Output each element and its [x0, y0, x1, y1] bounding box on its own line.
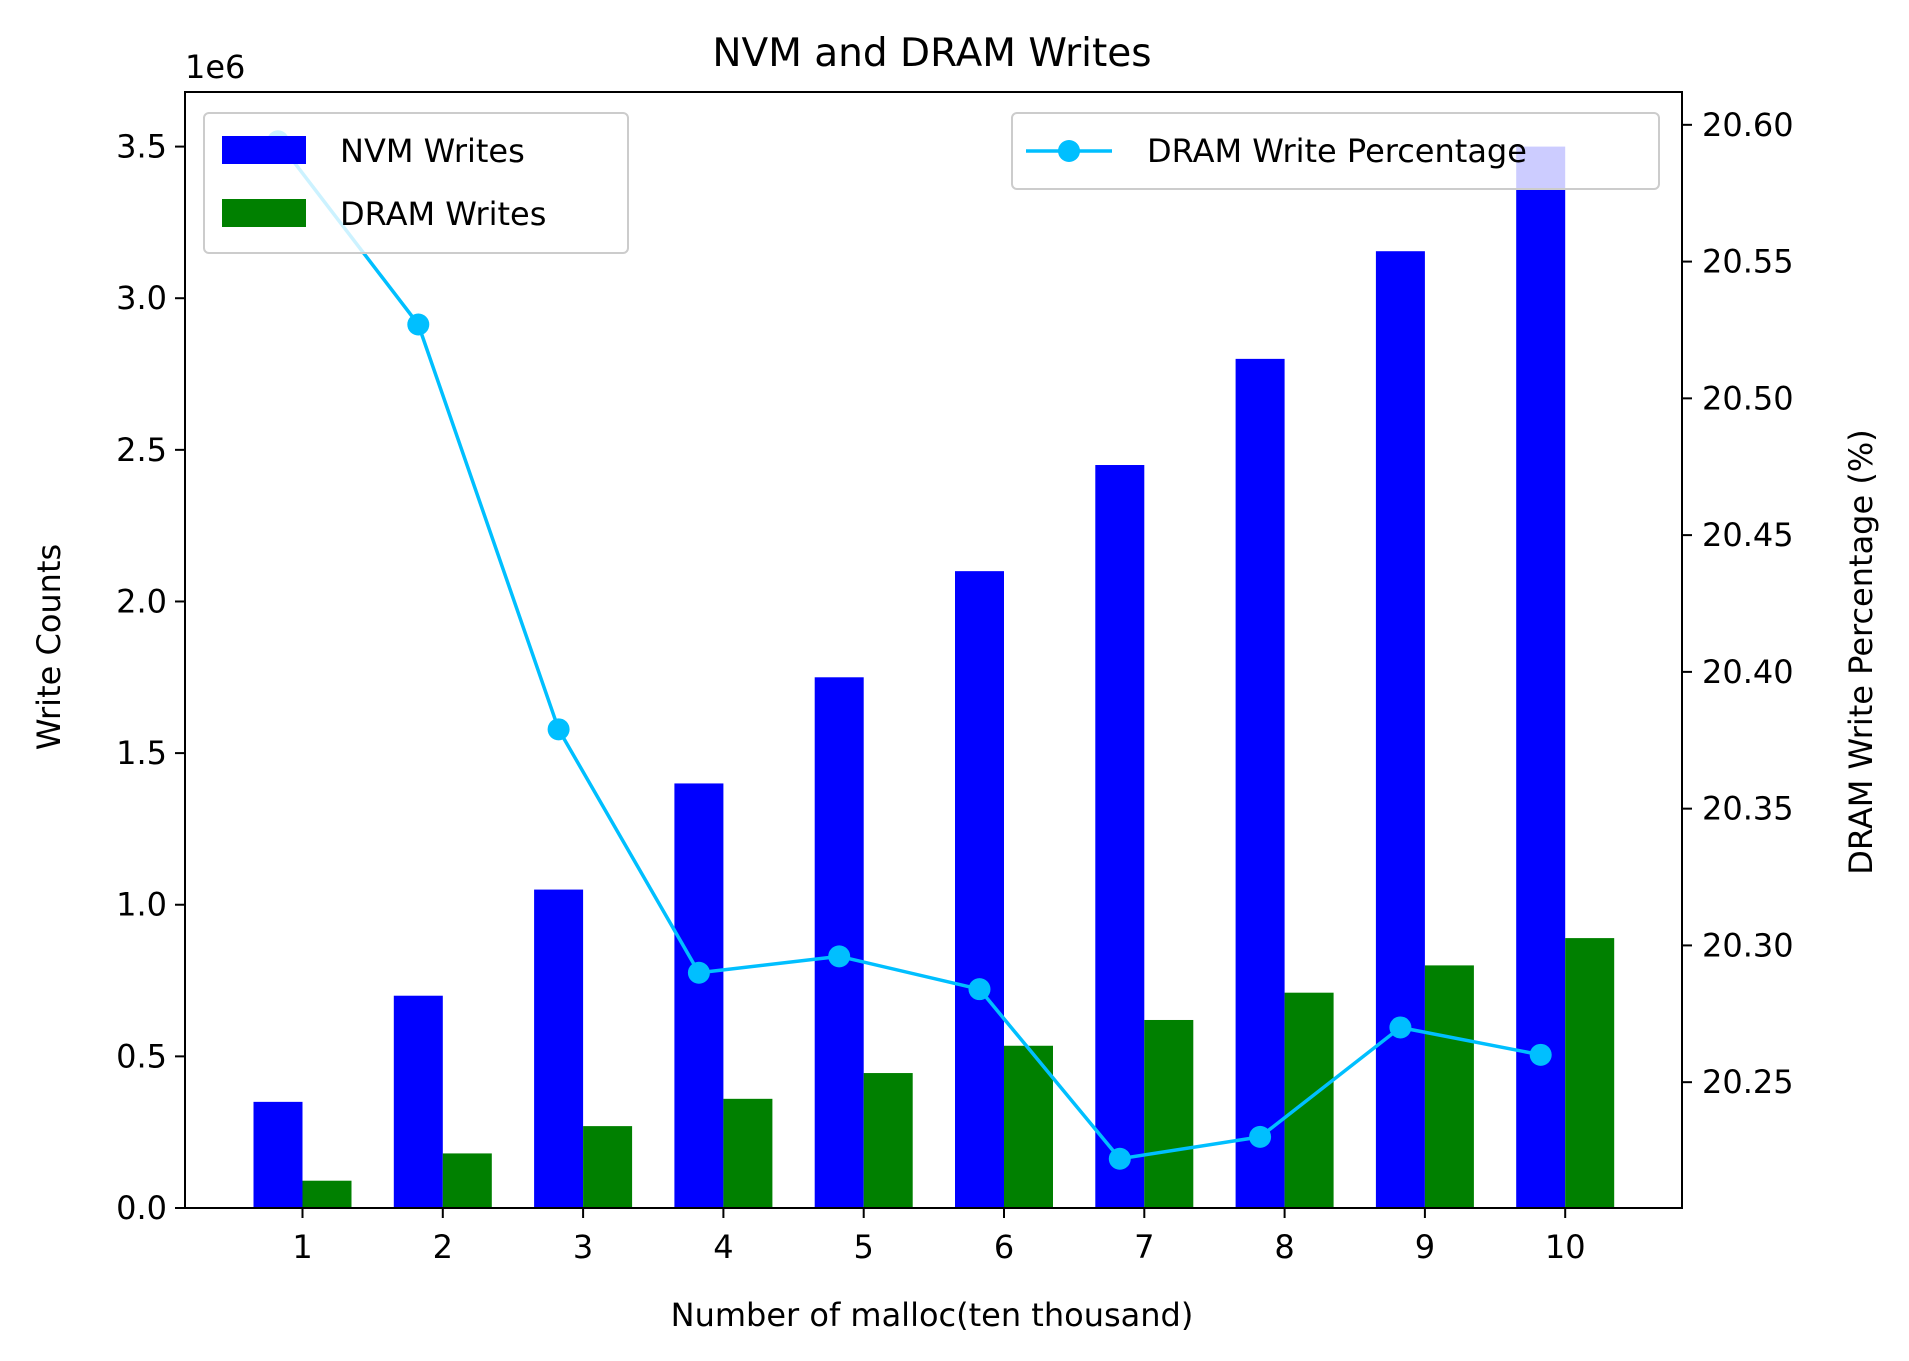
- percentage-point-5: [828, 945, 851, 968]
- x-tick-label: 6: [994, 1228, 1014, 1266]
- bar-nvm-6: [955, 571, 1004, 1208]
- legend-left-frame: [203, 112, 629, 254]
- legend-dram-label: DRAM Writes: [340, 195, 546, 233]
- bars-layer: [253, 146, 1615, 1209]
- y-axis-label: Write Counts: [30, 544, 68, 750]
- legend-right-frame: [1011, 112, 1660, 190]
- bar-dram-7: [1144, 1019, 1194, 1208]
- y2-axis-label: DRAM Write Percentage (%): [1842, 429, 1880, 874]
- percentage-point-8: [1249, 1125, 1272, 1148]
- bar-nvm-7: [1095, 465, 1145, 1208]
- bar-dram-4: [723, 1098, 773, 1208]
- legend-nvm-swatch: [222, 136, 306, 164]
- bar-nvm-3: [534, 889, 584, 1208]
- legend-dram-swatch: [222, 199, 306, 227]
- chart-title: NVM and DRAM Writes: [712, 31, 1151, 76]
- percentage-point-9: [1389, 1016, 1412, 1039]
- x-tick-label: 10: [1545, 1228, 1586, 1266]
- y-offset-label: 1e6: [185, 48, 245, 86]
- axes-layer: 0.0 0.5 1.0 1.5 2.0 2.5 3.0 3.5 20.25 20.30 20.35 2…: [116, 91, 1794, 1266]
- legend-nvm-label: NVM Writes: [340, 132, 525, 170]
- percentage-point-7: [1108, 1147, 1131, 1170]
- bar-nvm-4: [674, 783, 724, 1208]
- x-tick-label: 3: [573, 1228, 593, 1266]
- y2-tick-label: 20.45: [1702, 516, 1794, 554]
- bar-nvm-9: [1375, 251, 1425, 1208]
- percentage-point-10: [1529, 1043, 1552, 1066]
- bar-dram-10: [1565, 938, 1615, 1208]
- bar-nvm-5: [814, 677, 864, 1208]
- bar-dram-9: [1424, 965, 1474, 1208]
- y2-tick-label: 20.60: [1702, 106, 1794, 144]
- bar-dram-3: [583, 1126, 633, 1208]
- y2-tick-label: 20.55: [1702, 243, 1794, 281]
- x-axis-label: Number of malloc(ten thousand): [671, 1296, 1194, 1334]
- y-tick-label: 0.0: [116, 1189, 167, 1227]
- x-tick-label: 4: [713, 1228, 733, 1266]
- y2-tick-label: 20.40: [1702, 653, 1794, 691]
- y-tick-label: 1.0: [116, 886, 167, 924]
- legend-left: NVM Writes DRAM Writes: [203, 112, 629, 254]
- y2-tick-label: 20.30: [1702, 926, 1794, 964]
- x-tick-label: 7: [1134, 1228, 1154, 1266]
- x-tick-label: 9: [1415, 1228, 1435, 1266]
- percentage-point-6: [968, 978, 991, 1001]
- legend-percentage-label: DRAM Write Percentage: [1147, 132, 1527, 170]
- bar-nvm-10: [1516, 146, 1566, 1209]
- bar-nvm-1: [253, 1101, 303, 1208]
- percentage-point-3: [547, 718, 570, 741]
- x-tick-label: 8: [1274, 1228, 1294, 1266]
- bar-nvm-2: [393, 995, 443, 1208]
- x-tick-label: 5: [854, 1228, 874, 1266]
- bar-dram-2: [442, 1153, 492, 1208]
- line-layer: [267, 130, 1552, 1170]
- legend-percentage-marker: [1058, 140, 1080, 162]
- bar-nvm-8: [1235, 358, 1285, 1208]
- percentage-point-4: [687, 961, 710, 984]
- bar-dram-1: [302, 1180, 352, 1208]
- plot-frame: [184, 91, 1683, 1209]
- legend-right: DRAM Write Percentage: [1011, 112, 1660, 190]
- y2-tick-label: 20.35: [1702, 790, 1794, 828]
- y-tick-label: 2.0: [116, 582, 167, 620]
- y2-tick-label: 20.50: [1702, 379, 1794, 417]
- y-tick-label: 2.5: [116, 431, 167, 469]
- percentage-point-2: [407, 313, 430, 336]
- y2-tick-label: 20.25: [1702, 1063, 1794, 1101]
- y-tick-label: 3.0: [116, 279, 167, 317]
- x-tick-label: 1: [292, 1228, 312, 1266]
- percentage-line: [276, 140, 1542, 1161]
- y-tick-label: 1.5: [116, 734, 167, 772]
- bar-dram-6: [1004, 1045, 1053, 1208]
- y-tick-label: 3.5: [116, 128, 167, 166]
- x-tick-label: 2: [433, 1228, 453, 1266]
- y-tick-label: 0.5: [116, 1037, 167, 1075]
- bar-dram-5: [863, 1073, 913, 1208]
